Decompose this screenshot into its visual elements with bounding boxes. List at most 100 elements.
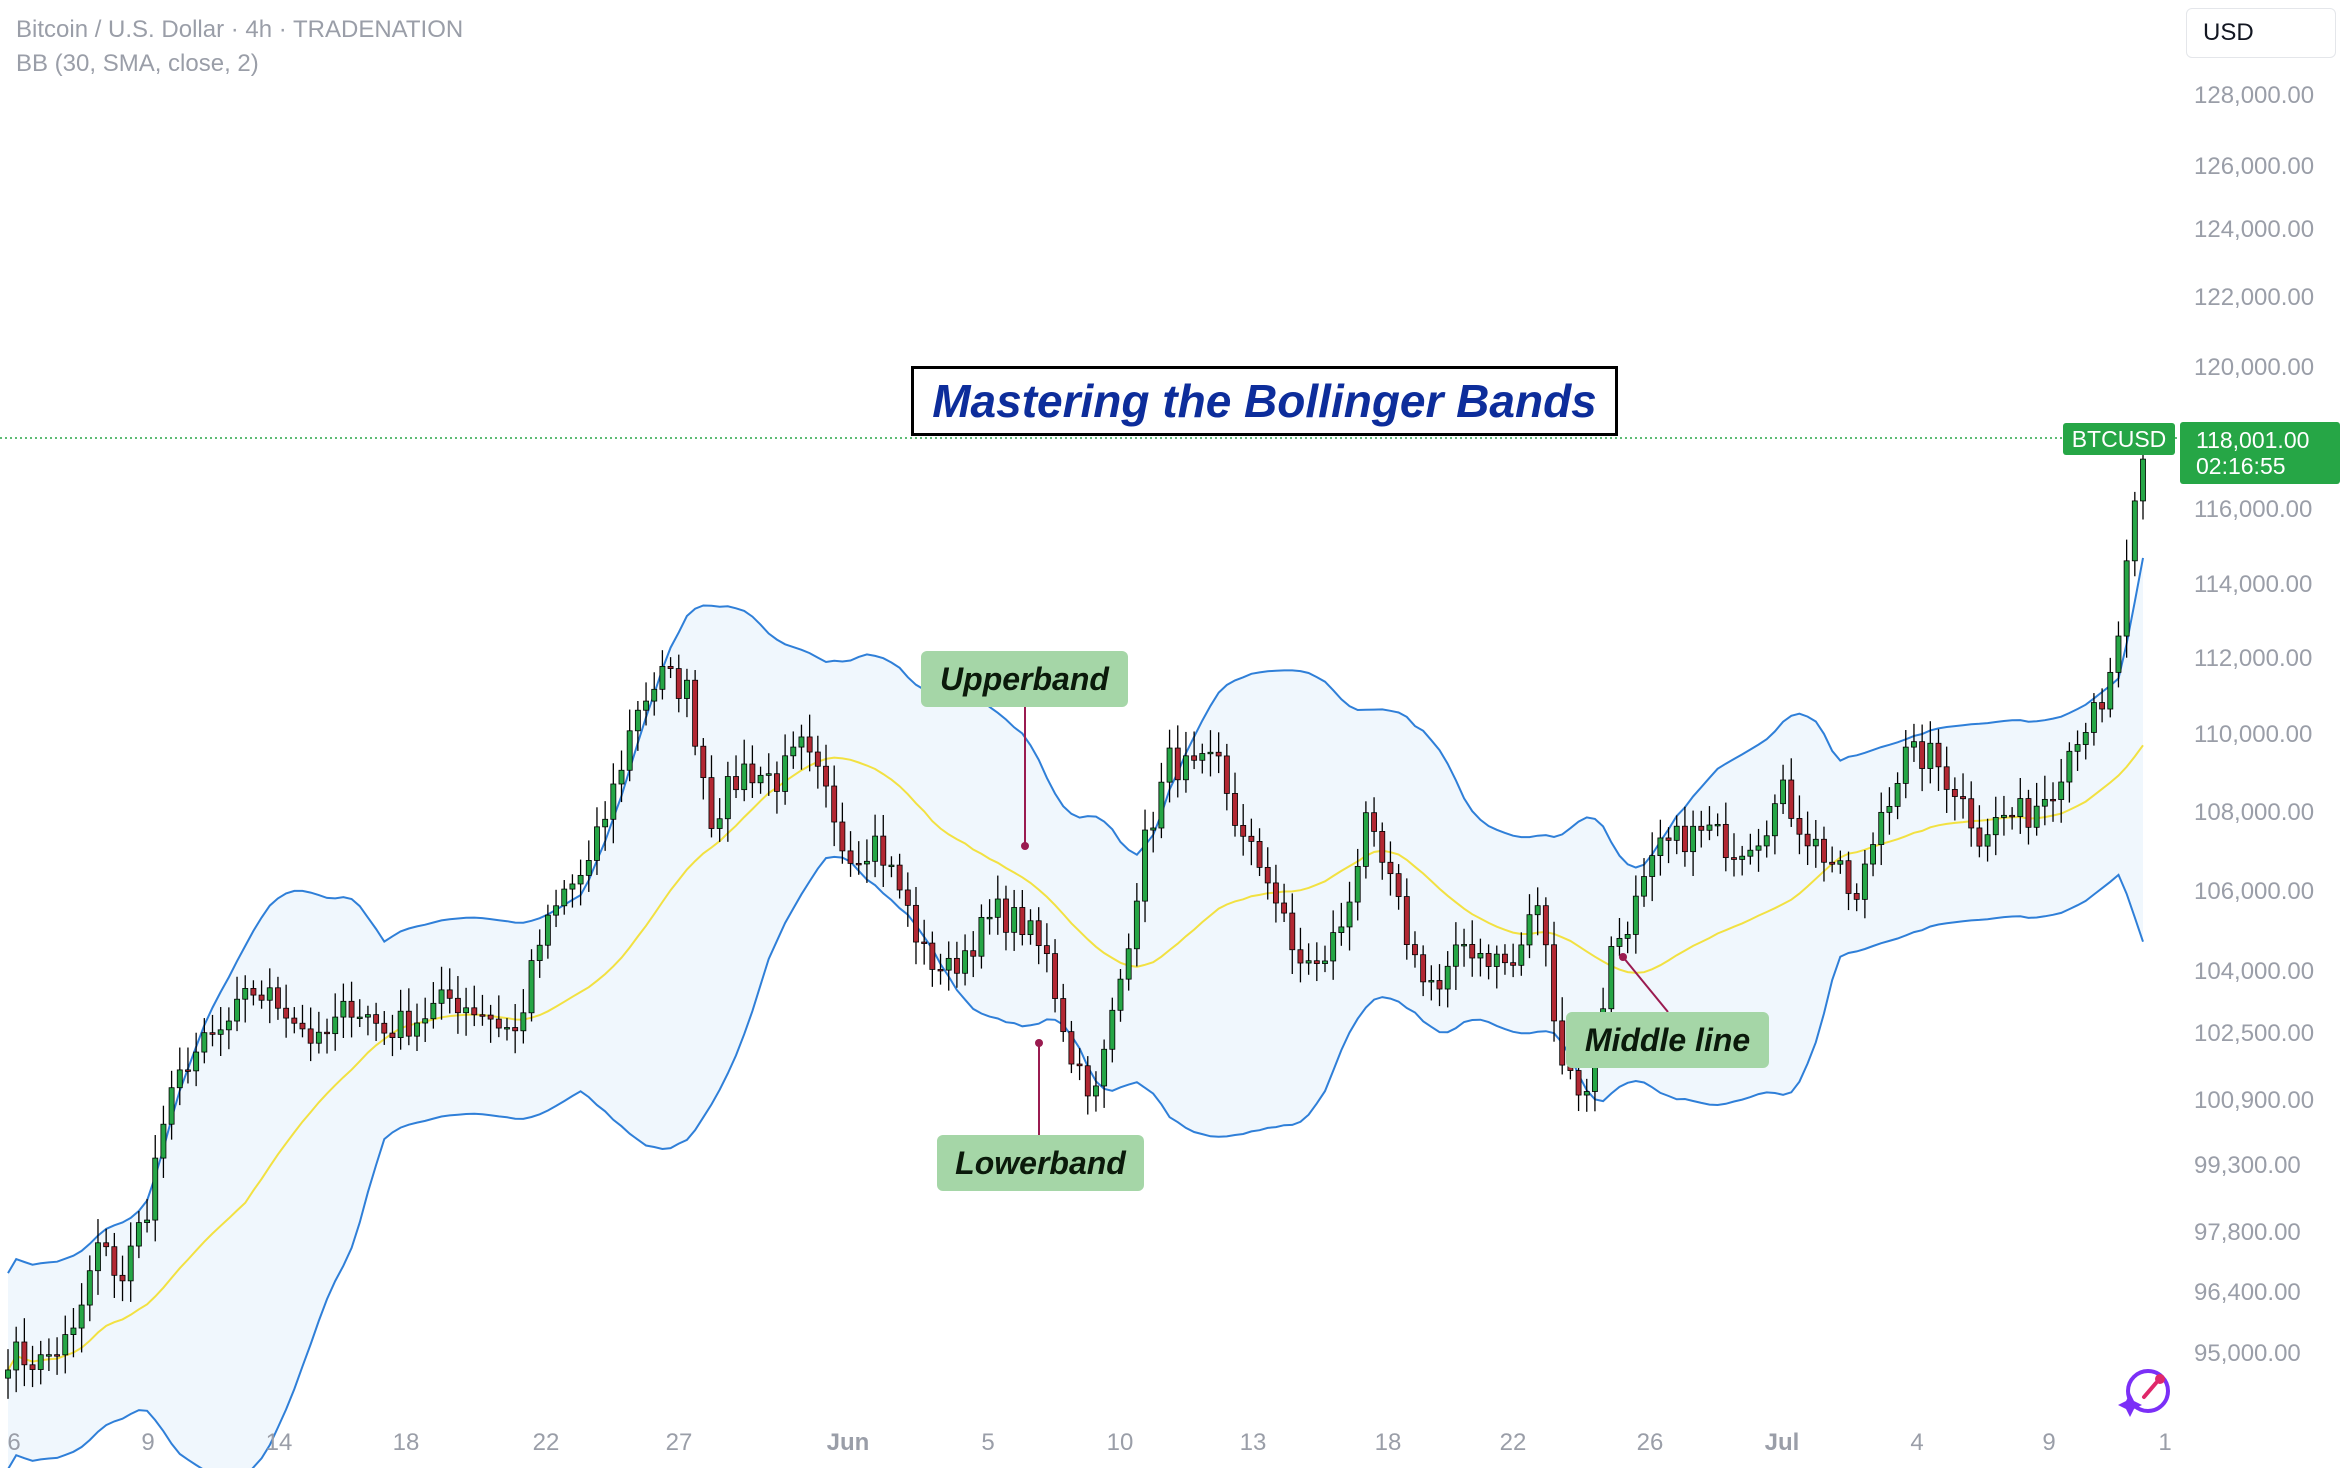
candle[interactable] [1943, 746, 1950, 813]
candle[interactable] [1403, 878, 1410, 960]
candle[interactable] [1248, 818, 1255, 866]
candle[interactable] [356, 999, 363, 1028]
candle[interactable] [2082, 722, 2089, 760]
candle[interactable] [405, 988, 412, 1046]
candle[interactable] [626, 709, 633, 782]
candle[interactable] [1731, 833, 1737, 877]
candle[interactable] [332, 993, 339, 1051]
candle[interactable] [839, 802, 846, 864]
candle[interactable] [152, 1135, 159, 1242]
candle[interactable] [1019, 890, 1026, 946]
candle[interactable] [364, 1005, 371, 1036]
candle[interactable] [1559, 997, 1566, 1075]
candle[interactable] [520, 989, 527, 1044]
candle[interactable] [1084, 1056, 1091, 1115]
candle[interactable] [13, 1326, 20, 1393]
candle[interactable] [1207, 730, 1214, 777]
candle[interactable] [504, 1018, 510, 1041]
candle[interactable] [610, 763, 617, 844]
candle[interactable] [1461, 928, 1467, 967]
candle[interactable] [1821, 826, 1827, 882]
candle[interactable] [749, 745, 756, 798]
candle[interactable] [201, 1018, 208, 1064]
candle[interactable] [1812, 820, 1819, 868]
candle[interactable] [1739, 845, 1746, 876]
candle[interactable] [708, 755, 715, 838]
candle[interactable] [2050, 782, 2056, 822]
candle[interactable] [1829, 846, 1836, 873]
candle[interactable] [1583, 1078, 1590, 1112]
candle[interactable] [1158, 762, 1165, 839]
candle[interactable] [389, 1014, 396, 1057]
candle[interactable] [1968, 781, 1975, 847]
candle[interactable] [348, 981, 355, 1038]
candle[interactable] [1542, 897, 1549, 967]
candle[interactable] [1706, 806, 1713, 841]
candle[interactable] [193, 1032, 200, 1087]
candle[interactable] [1927, 721, 1934, 784]
candle[interactable] [373, 1002, 380, 1041]
candle[interactable] [1142, 809, 1148, 923]
candle[interactable] [1796, 795, 1803, 855]
candle[interactable] [176, 1047, 183, 1106]
candle[interactable] [1510, 943, 1517, 978]
candle[interactable] [953, 941, 960, 988]
candle[interactable] [684, 668, 690, 718]
candle[interactable] [234, 976, 240, 1032]
candle[interactable] [1984, 818, 1991, 862]
candle[interactable] [2123, 539, 2130, 658]
candle[interactable] [1297, 927, 1304, 983]
candle[interactable] [1755, 828, 1762, 872]
candle[interactable] [454, 976, 461, 1034]
candle[interactable] [438, 966, 445, 1020]
candle[interactable] [765, 753, 772, 796]
candle[interactable] [495, 995, 502, 1038]
candle[interactable] [463, 987, 470, 1036]
indicator-legend[interactable]: BB (30, SMA, close, 2) [16, 50, 259, 77]
candle[interactable] [643, 682, 649, 726]
candle[interactable] [1641, 858, 1647, 907]
candle[interactable] [1870, 832, 1876, 877]
candle[interactable] [2001, 795, 2007, 836]
candle[interactable] [692, 670, 699, 756]
candle[interactable] [1256, 828, 1263, 877]
candle[interactable] [1232, 772, 1238, 837]
candle[interactable] [553, 889, 559, 928]
candle[interactable] [1722, 802, 1729, 872]
candle[interactable] [135, 1211, 142, 1259]
candle[interactable] [577, 859, 584, 906]
candle[interactable] [757, 766, 764, 794]
candle[interactable] [2066, 742, 2073, 803]
candle[interactable] [1632, 875, 1639, 954]
candle[interactable] [1052, 939, 1058, 1013]
candle[interactable] [790, 731, 797, 769]
candle[interactable] [888, 856, 895, 878]
candle[interactable] [724, 761, 731, 842]
candle[interactable] [1534, 887, 1541, 936]
candle[interactable] [1837, 850, 1844, 874]
candle[interactable] [618, 750, 625, 803]
candle[interactable] [1493, 945, 1500, 989]
candle[interactable] [978, 904, 985, 969]
candle[interactable] [1428, 965, 1435, 1001]
candle[interactable] [1199, 743, 1206, 774]
candle[interactable] [1771, 794, 1778, 855]
candle[interactable] [1665, 827, 1672, 864]
candle[interactable] [904, 872, 911, 927]
candle[interactable] [1166, 729, 1173, 803]
candle[interactable] [86, 1255, 93, 1322]
candle[interactable] [1371, 797, 1377, 847]
candle[interactable] [1616, 918, 1623, 957]
candle[interactable] [1649, 832, 1656, 902]
candle[interactable] [266, 968, 273, 1024]
candle[interactable] [569, 874, 576, 908]
candle[interactable] [430, 982, 437, 1029]
candle[interactable] [225, 1007, 232, 1050]
candle[interactable] [2107, 657, 2114, 718]
candle[interactable] [561, 880, 568, 915]
candle[interactable] [675, 654, 682, 713]
candle[interactable] [1011, 889, 1018, 951]
candle[interactable] [45, 1338, 52, 1372]
candle[interactable] [1452, 922, 1459, 990]
candle[interactable] [700, 738, 707, 800]
